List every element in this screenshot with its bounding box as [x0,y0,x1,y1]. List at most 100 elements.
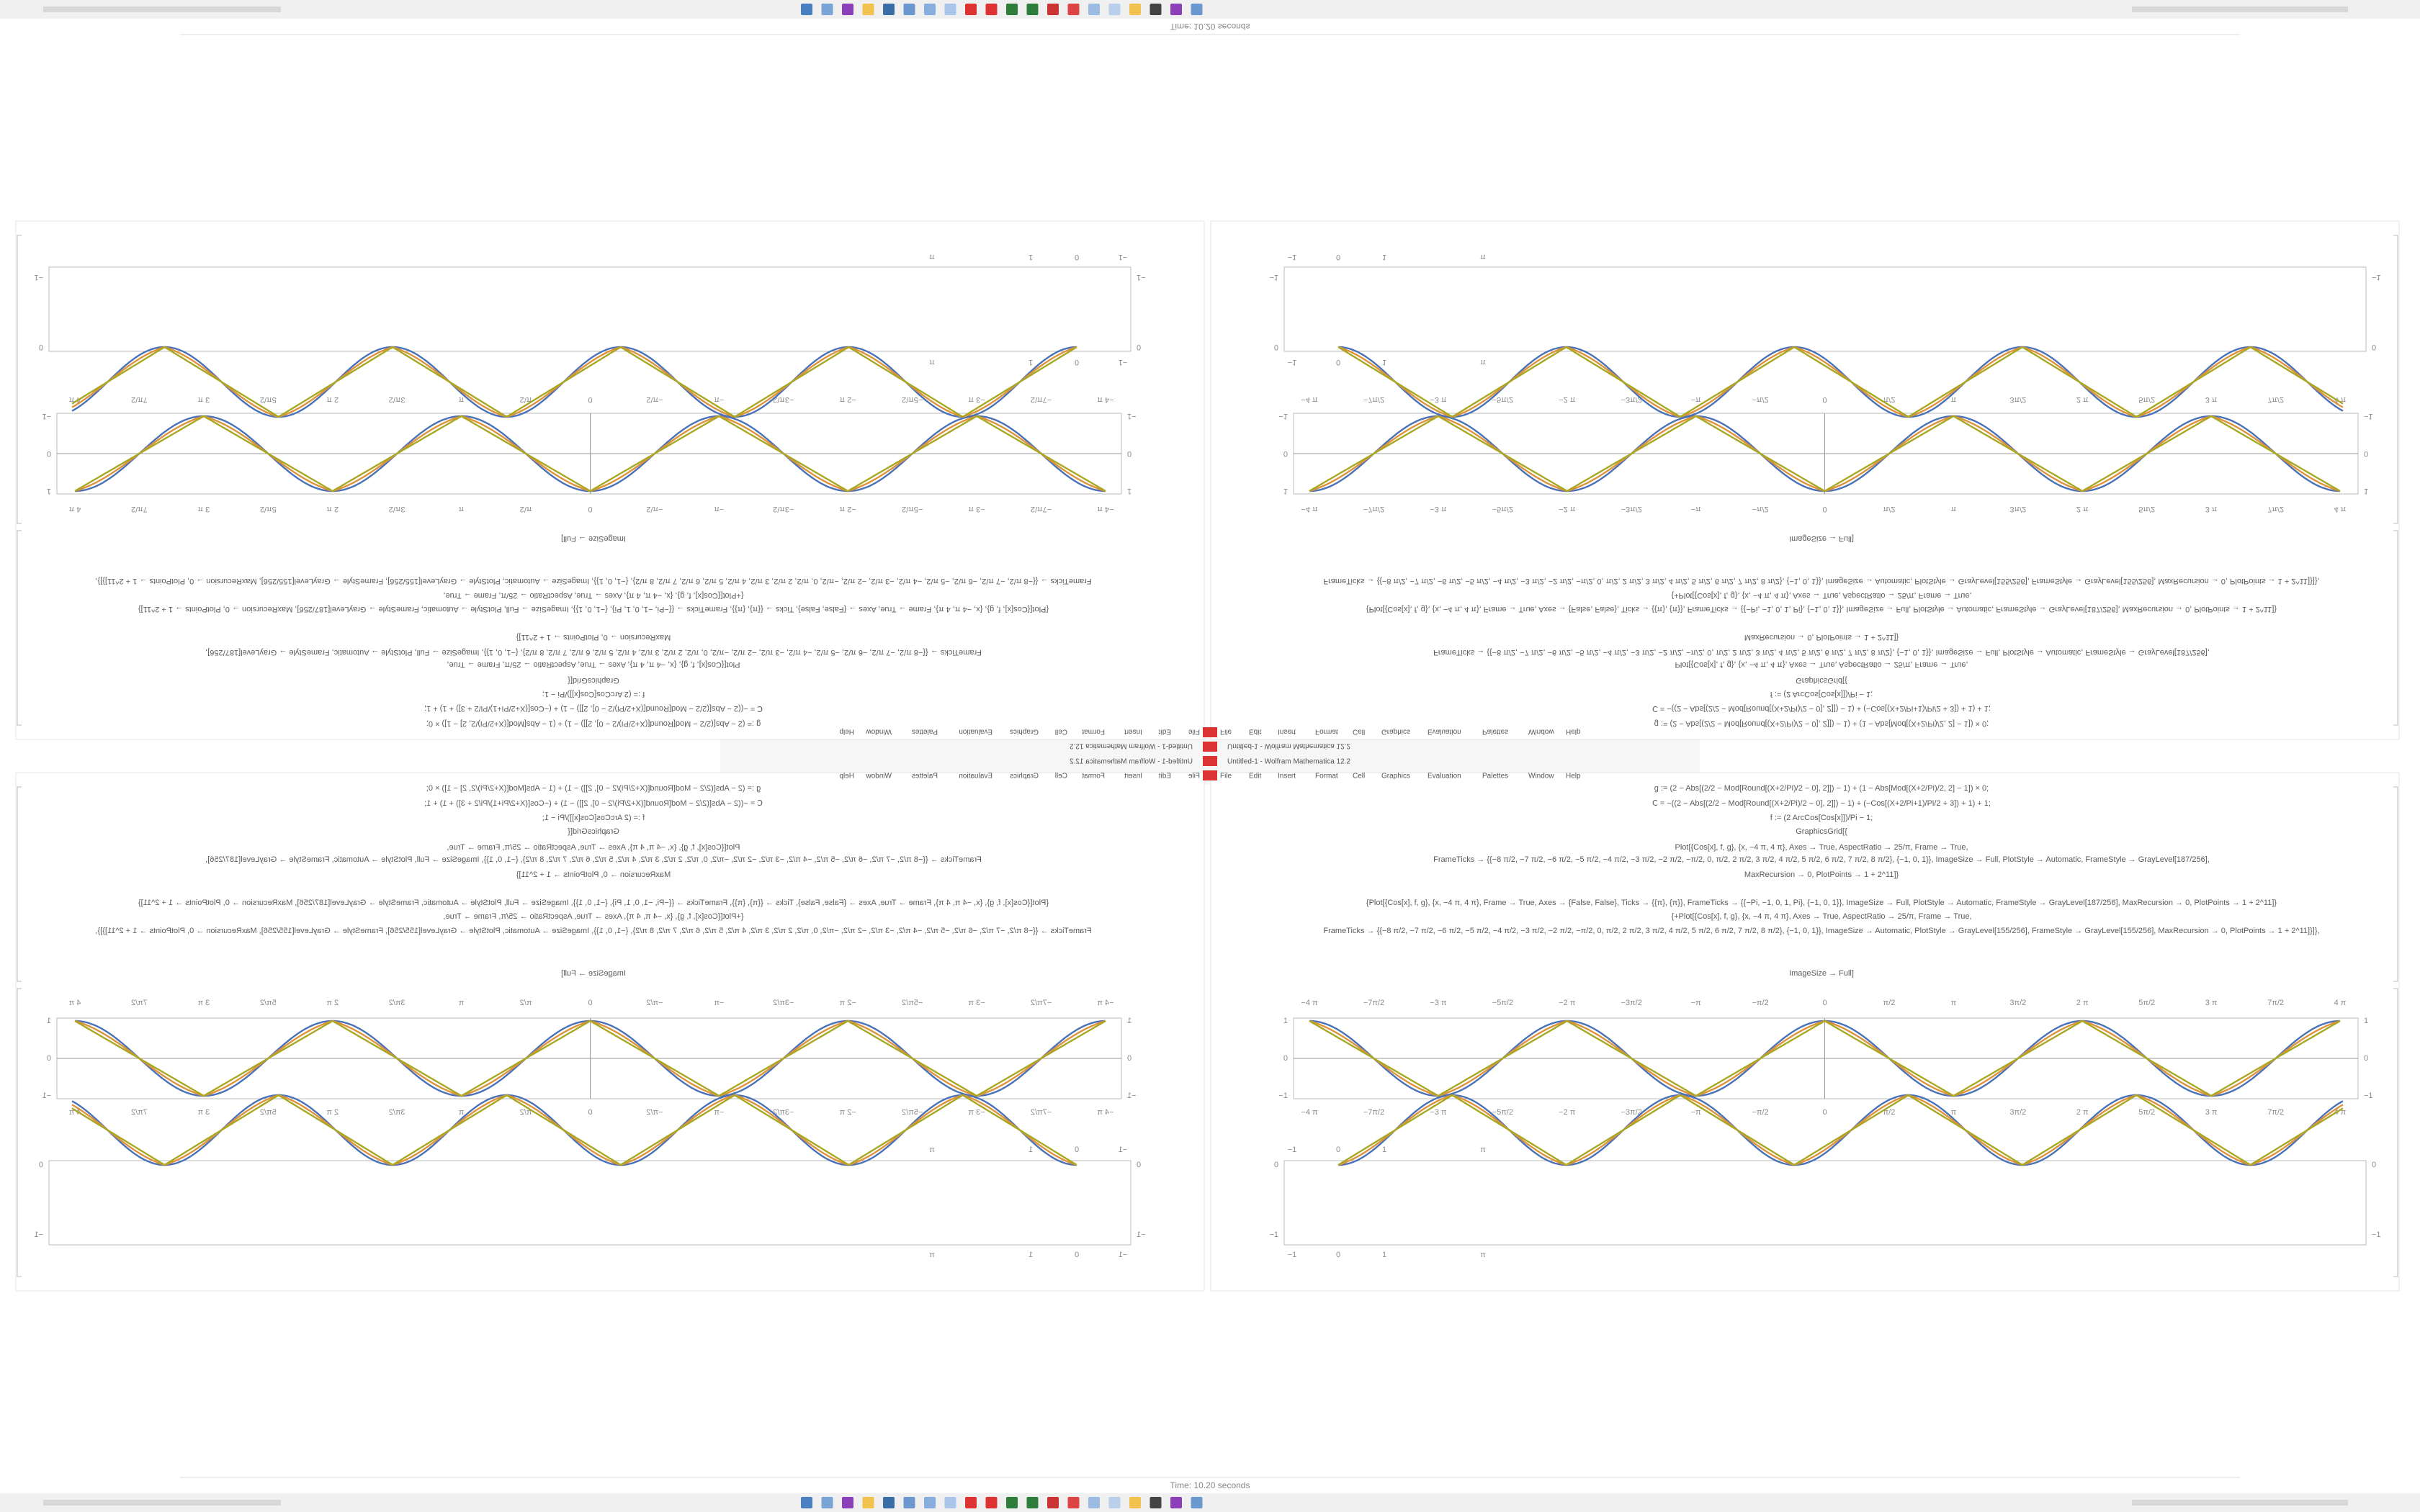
taskbar-icon[interactable] [862,4,874,15]
code-line: {Plot[{Cos[x], f, g}, {x, −4 π, 4 π}, Fr… [1366,605,2277,613]
menu-item[interactable]: Insert [1278,727,1296,735]
menu-item[interactable]: File [1220,773,1232,780]
taskbar-icon[interactable] [821,4,833,15]
menu-item[interactable]: Graphics [1381,773,1410,780]
taskbar-icon[interactable] [842,1497,853,1508]
menu-item[interactable]: Format [1315,727,1338,735]
menu-item[interactable]: Help [839,773,854,780]
menu-item[interactable]: File [1220,727,1232,735]
taskbar-icon[interactable] [924,1497,936,1508]
taskbar-icon[interactable] [903,4,915,15]
taskbar-icon[interactable] [1129,4,1141,15]
x-tick-label: 7π/2 [131,1108,148,1117]
menu-item[interactable]: Help [839,727,854,735]
y-tick-label: −1 [1269,273,1278,282]
menu-item[interactable]: Window [866,773,892,780]
menu-item[interactable]: Format [1082,727,1105,735]
y-tick-label: 0 [1127,449,1131,458]
taskbar-icon[interactable] [1129,1497,1141,1508]
menu-item[interactable]: Edit [1249,773,1261,780]
taskbar-icon[interactable] [1088,4,1100,15]
taskbar-icon[interactable] [1170,4,1182,15]
taskbar-icon[interactable] [965,1497,977,1508]
taskbar-icon[interactable] [1006,4,1018,15]
taskbar-icon[interactable] [883,1497,895,1508]
taskbar-icon[interactable] [1191,1497,1203,1508]
menu-item[interactable]: Window [1528,773,1554,780]
taskbar-icon[interactable] [1150,1497,1162,1508]
x-tick-label: −π [1691,999,1701,1007]
taskbar-icon[interactable] [903,1497,915,1508]
menu-item[interactable]: Window [1528,727,1554,735]
x-tick-label: 3π/2 [2009,1108,2026,1117]
taskbar-icon[interactable] [1047,4,1059,15]
taskbar-icon[interactable] [1026,1497,1039,1508]
taskbar-icon[interactable] [1006,1497,1018,1508]
taskbar-icon[interactable] [985,1497,998,1508]
taskbar-icon[interactable] [965,4,977,15]
menu-item[interactable]: Evaluation [959,773,992,780]
x-tick-label: 3π/2 [389,395,405,404]
menu-item[interactable]: Graphics [1010,773,1039,780]
menu-item[interactable]: Cell [1055,773,1067,780]
menu-item[interactable]: Insert [1278,773,1296,780]
y-tick-label: −1 [2372,273,2381,282]
menu-item[interactable]: Graphics [1381,727,1410,735]
menu-item[interactable]: Palettes [912,727,938,735]
menu-item[interactable]: File [1188,773,1200,780]
taskbar-icon[interactable] [1047,1497,1059,1508]
taskbar-icon[interactable] [985,4,998,15]
menu-item[interactable]: Insert [1124,727,1142,735]
taskbar-icon[interactable] [1150,4,1162,15]
output-label: ImageSize → Full] [1789,534,1854,543]
taskbar-icon[interactable] [1026,4,1039,15]
x-tick-label: −3π/2 [1621,505,1642,513]
menu-item[interactable]: Format [1315,773,1338,780]
menu-item[interactable]: Palettes [1482,727,1508,735]
menu-item[interactable]: Palettes [1482,773,1508,780]
taskbar-icon[interactable] [1108,1497,1121,1508]
taskbar-icon[interactable] [883,4,895,15]
taskbar-icon[interactable] [801,4,812,15]
taskbar-icon[interactable] [842,4,853,15]
taskbar-icon[interactable] [862,1497,874,1508]
menu-item[interactable]: Graphics [1010,727,1039,735]
taskbar-icon[interactable] [944,4,956,15]
menu-item[interactable]: Insert [1124,773,1142,780]
taskbar-icon[interactable] [944,1497,956,1508]
y-tick-label: −1 [1278,1092,1288,1100]
taskbar-icon[interactable] [801,1497,812,1508]
taskbar-icon[interactable] [924,4,936,15]
menu-item[interactable]: Window [866,727,892,735]
taskbar-icon[interactable] [1170,1497,1182,1508]
menu-item[interactable]: Cell [1353,773,1365,780]
x-tick-label: 0 [1822,505,1827,513]
notebook-cell-group: g := (2 − Abs[(2/2 − Mod[Round[(X+2/Pi)/… [15,772,1205,1292]
taskbar-icon[interactable] [821,1497,833,1508]
menu-item[interactable]: Edit [1159,773,1171,780]
menu-item[interactable]: Evaluation [1428,773,1461,780]
cell-bracket [17,786,22,1277]
menu-item[interactable]: Cell [1055,727,1067,735]
menu-item[interactable]: Help [1566,727,1581,735]
x-tick-label: π/2 [520,1108,532,1117]
menu-item[interactable]: Cell [1353,727,1365,735]
x-tick-label: −3π/2 [773,1108,794,1117]
menu-item[interactable]: Evaluation [959,727,992,735]
code-line: FrameTicks → {{−8 π/2, −7 π/2, −6 π/2, −… [1323,577,2319,585]
taskbar-icon[interactable] [1108,4,1121,15]
taskbar-icon[interactable] [1088,1497,1100,1508]
menu-item[interactable]: Palettes [912,773,938,780]
taskbar-icon[interactable] [1067,4,1080,15]
x-tick-label: −π/2 [646,505,663,513]
x-tick-label: π/2 [1883,999,1896,1007]
taskbar-icon[interactable] [1191,4,1203,15]
menu-item[interactable]: Help [1566,773,1581,780]
menu-item[interactable]: File [1188,727,1200,735]
menu-item[interactable]: Edit [1249,727,1261,735]
menu-item[interactable]: Edit [1159,727,1171,735]
menu-item[interactable]: Format [1082,773,1105,780]
menu-item[interactable]: Evaluation [1428,727,1461,735]
window-title: Untitled-1 - Wolfram Mathematica 12.2 [1070,742,1193,750]
taskbar-icon[interactable] [1067,1497,1080,1508]
